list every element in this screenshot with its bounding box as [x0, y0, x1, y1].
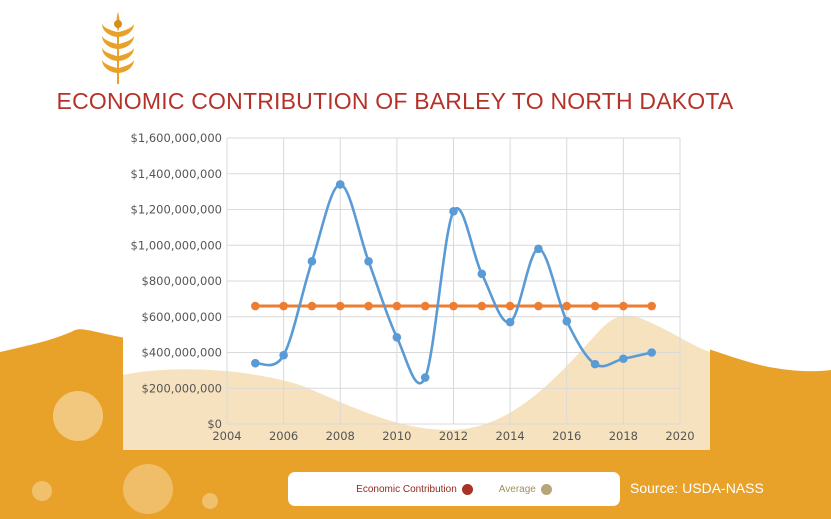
legend-label-average: Average [498, 483, 536, 495]
data-point-economic-contribution[interactable] [505, 317, 515, 327]
x-tick-label: 2010 [382, 429, 411, 443]
data-point-average[interactable] [392, 301, 402, 311]
data-point-average[interactable] [449, 301, 458, 311]
source-note: Source: USDA-NASS [630, 480, 764, 496]
data-point-economic-contribution[interactable] [307, 257, 317, 266]
y-tick-label: $600,000,000 [142, 310, 222, 324]
y-tick-label: $1,600,000,000 [131, 131, 222, 145]
y-tick-label: $1,400,000,000 [131, 167, 222, 181]
decor-bubble [53, 391, 103, 441]
data-point-economic-contribution[interactable] [477, 269, 487, 279]
data-point-economic-contribution[interactable] [335, 180, 345, 189]
data-point-average[interactable] [251, 301, 260, 311]
x-tick-label: 2020 [665, 429, 694, 443]
x-tick-label: 2012 [439, 429, 468, 443]
grid-lines [226, 137, 681, 425]
x-tick-label: 2006 [269, 429, 298, 443]
decor-bubble [32, 481, 52, 501]
y-tick-label: $200,000,000 [142, 381, 222, 395]
data-point-average[interactable] [562, 301, 572, 311]
axes: $0 $200,000,000 $400,000,000 $600,000,000 $8… [131, 131, 695, 443]
x-tick-label: 2008 [326, 429, 355, 443]
data-point-average[interactable] [534, 301, 543, 311]
data-point-average[interactable] [364, 301, 373, 311]
data-point-economic-contribution[interactable] [420, 373, 430, 382]
y-tick-label: $0 [207, 417, 222, 431]
cream-wave [123, 315, 710, 450]
data-point-economic-contribution[interactable] [449, 206, 458, 216]
x-tick-label: 2016 [552, 429, 581, 443]
wheat-icon [102, 12, 134, 84]
legend-item-economic-contribution[interactable]: Economic Contribution [356, 483, 473, 495]
data-point-average[interactable] [505, 301, 515, 311]
series-layer [251, 180, 656, 385]
data-point-average[interactable] [420, 301, 430, 311]
data-point-economic-contribution[interactable] [534, 244, 543, 254]
x-tick-label: 2004 [212, 429, 241, 443]
legend-dot-average [540, 483, 552, 495]
data-point-economic-contribution[interactable] [279, 350, 288, 360]
legend-item-average[interactable]: Average [498, 483, 552, 495]
data-point-economic-contribution[interactable] [392, 333, 402, 342]
legend: Economic Contribution Average [288, 472, 620, 506]
data-point-average[interactable] [477, 301, 487, 311]
data-point-economic-contribution[interactable] [619, 354, 628, 364]
y-tick-label: $400,000,000 [142, 346, 222, 360]
data-point-economic-contribution[interactable] [562, 316, 572, 326]
legend-dot-economic-contribution [461, 483, 473, 495]
y-tick-label: $1,000,000,000 [131, 238, 222, 252]
decor-bubble [202, 493, 218, 509]
data-point-economic-contribution[interactable] [647, 348, 656, 357]
data-point-average[interactable] [619, 301, 628, 311]
data-point-average[interactable] [647, 301, 656, 311]
x-tick-label: 2014 [495, 429, 524, 443]
decor-bubble [123, 464, 173, 514]
x-tick-label: 2018 [609, 429, 638, 443]
data-point-average[interactable] [335, 301, 345, 311]
data-point-average[interactable] [307, 301, 317, 311]
data-point-economic-contribution[interactable] [590, 359, 600, 369]
data-point-average[interactable] [279, 301, 288, 311]
data-point-economic-contribution[interactable] [251, 358, 260, 368]
chart-title: ECONOMIC CONTRIBUTION OF BARLEY TO NORTH… [56, 88, 734, 114]
data-point-average[interactable] [590, 301, 600, 311]
y-tick-label: $1,200,000,000 [131, 203, 222, 217]
legend-label-economic-contribution: Economic Contribution [356, 483, 457, 495]
data-point-economic-contribution[interactable] [364, 257, 373, 266]
y-tick-label: $800,000,000 [142, 274, 222, 288]
series-line-economic-contribution [254, 183, 652, 385]
